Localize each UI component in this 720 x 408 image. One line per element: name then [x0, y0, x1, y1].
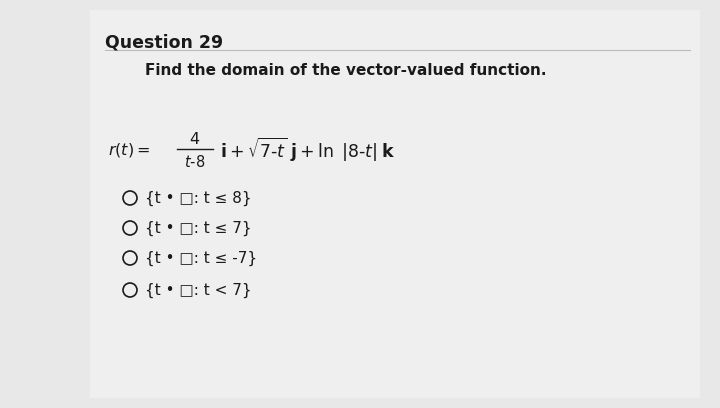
Text: $\mathbf{i} + \sqrt{7\text{-}t}\;\mathbf{j} + \ln\;|8\text{-}t|\;\mathbf{k}$: $\mathbf{i} + \sqrt{7\text{-}t}\;\mathbf… — [220, 136, 396, 164]
Text: Question 29: Question 29 — [105, 33, 223, 51]
Text: {t • □: t ≤ -7}: {t • □: t ≤ -7} — [145, 251, 257, 266]
Text: {t • □: t ≤ 8}: {t • □: t ≤ 8} — [145, 191, 251, 206]
Text: Find the domain of the vector-valued function.: Find the domain of the vector-valued fun… — [145, 63, 546, 78]
FancyBboxPatch shape — [90, 10, 700, 398]
Text: {t • □: t ≤ 7}: {t • □: t ≤ 7} — [145, 220, 251, 235]
Text: $4$: $4$ — [189, 131, 201, 147]
Text: $t$-$8$: $t$-$8$ — [184, 154, 206, 170]
Text: {t • □: t < 7}: {t • □: t < 7} — [145, 282, 251, 297]
Text: $r(t) =$: $r(t) =$ — [108, 141, 150, 159]
